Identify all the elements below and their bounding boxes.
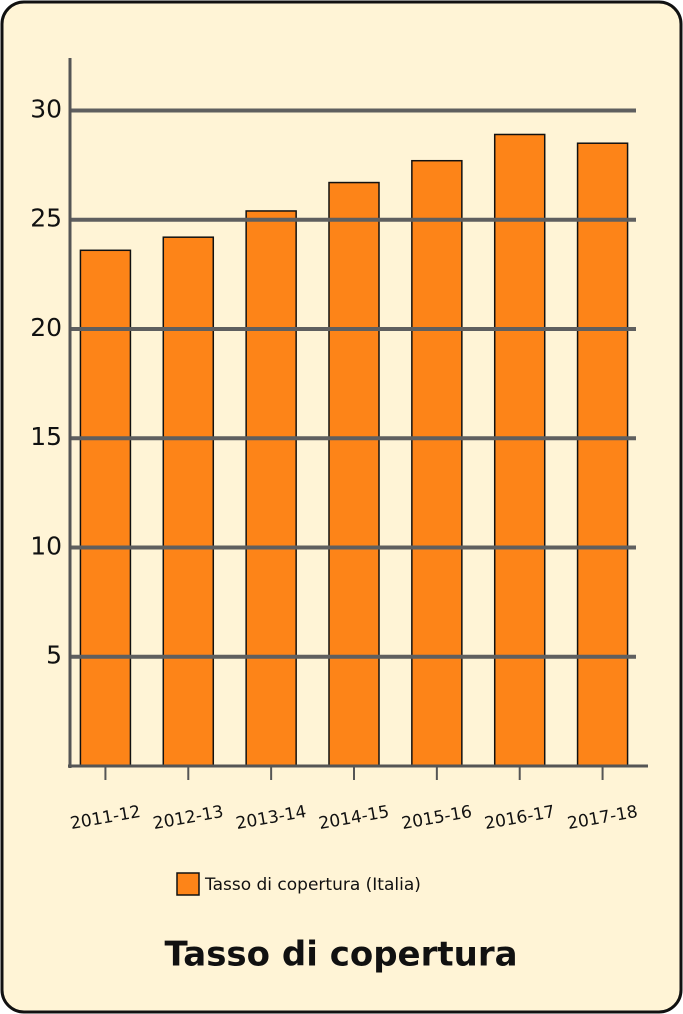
bar xyxy=(79,249,132,767)
bar xyxy=(245,210,297,767)
bar xyxy=(576,142,629,767)
bar xyxy=(411,159,463,767)
y-tick-label: 30 xyxy=(30,94,62,123)
bar xyxy=(493,133,546,767)
bar xyxy=(328,181,380,767)
y-tick-label: 15 xyxy=(30,422,62,451)
y-tick-label: 25 xyxy=(30,204,62,233)
bar xyxy=(162,236,215,767)
y-tick-label: 20 xyxy=(30,313,62,342)
y-tick-label: 10 xyxy=(30,531,62,560)
legend-swatch xyxy=(176,872,200,896)
chart-title: Tasso di copertura xyxy=(164,935,517,975)
legend-label: Tasso di copertura (Italia) xyxy=(204,875,421,895)
y-tick-label: 5 xyxy=(46,641,62,670)
